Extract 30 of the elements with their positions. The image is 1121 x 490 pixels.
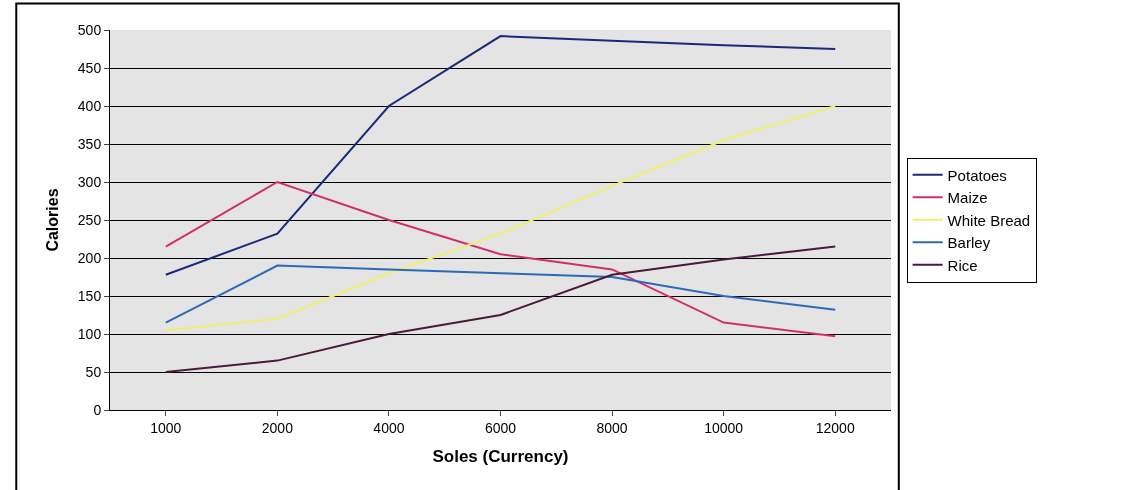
- y-tick-label: 50: [85, 363, 102, 380]
- x-axis-title: Soles (Currency): [432, 447, 569, 467]
- y-tick-label: 0: [93, 401, 102, 418]
- x-tick-label: 10000: [704, 419, 744, 436]
- legend-label: Maize: [947, 189, 988, 207]
- x-tick-label: 4000: [373, 419, 405, 436]
- x-tick-label: 1000: [150, 419, 182, 436]
- y-tick-label: 150: [77, 287, 102, 304]
- legend-label: Potatoes: [947, 166, 1007, 184]
- line-series: [164, 245, 837, 373]
- legend-label: Barley: [947, 234, 991, 252]
- legend-label: Rice: [947, 256, 978, 274]
- y-tick-label: 450: [77, 59, 102, 76]
- x-tick-label: 12000: [815, 419, 855, 436]
- y-tick-label: 100: [77, 325, 102, 342]
- y-tick-label: 500: [77, 21, 102, 38]
- y-tick-label: 350: [77, 135, 102, 152]
- x-tick-label: 8000: [596, 419, 628, 436]
- x-tick-label: 2000: [261, 419, 294, 436]
- line-series: [164, 264, 837, 324]
- y-tick-label: 300: [77, 173, 102, 190]
- legend-label: White Bread: [947, 211, 1031, 229]
- y-tick-label: 400: [77, 97, 102, 114]
- x-tick-label: 6000: [484, 419, 517, 436]
- line-series: [164, 105, 837, 332]
- line-series: [164, 181, 837, 338]
- y-tick-label: 200: [77, 249, 102, 266]
- line-series: [164, 35, 837, 276]
- y-axis-title: Calories: [43, 188, 61, 252]
- y-tick-label: 250: [77, 211, 102, 228]
